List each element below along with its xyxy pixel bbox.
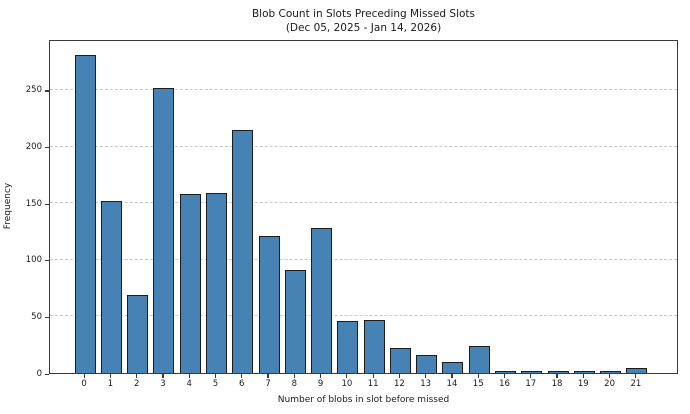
x-tick-label-11: 11 [367, 379, 379, 389]
y-tick-mark-200 [45, 147, 49, 149]
x-tick-label-18: 18 [551, 379, 563, 389]
x-tick-mark-15 [477, 374, 479, 378]
x-tick-mark-12 [398, 374, 400, 378]
plot-area [49, 40, 678, 374]
x-tick-label-13: 13 [420, 379, 432, 389]
bar-5 [206, 192, 227, 373]
bar-13 [416, 354, 438, 373]
x-tick-mark-2 [136, 374, 138, 378]
x-tick-label-17: 17 [525, 379, 537, 389]
x-tick-mark-11 [372, 374, 374, 378]
gridline-100 [50, 258, 677, 260]
y-tick-label-100: 100 [25, 255, 42, 266]
gridline-50 [50, 315, 677, 317]
y-tick-label-0: 0 [36, 368, 42, 379]
y-tick-mark-0 [45, 373, 49, 375]
x-tick-mark-9 [319, 374, 322, 378]
x-tick-label-4: 4 [186, 379, 192, 389]
x-tick-mark-20 [608, 374, 611, 378]
x-tick-mark-19 [582, 374, 584, 378]
x-tick-label-7: 7 [265, 379, 271, 389]
bar-8 [284, 269, 306, 373]
bar-12 [389, 348, 411, 373]
x-tick-mark-4 [188, 374, 190, 378]
x-tick-label-20: 20 [604, 379, 615, 389]
x-tick-label-15: 15 [472, 379, 484, 389]
bar-2 [127, 294, 149, 373]
x-tick-mark-0 [83, 374, 85, 378]
x-tick-label-3: 3 [160, 379, 166, 389]
x-tick-mark-16 [503, 374, 506, 378]
x-tick-label-8: 8 [291, 379, 298, 389]
x-tick-label-5: 5 [212, 379, 219, 389]
x-tick-mark-10 [346, 374, 348, 378]
x-tick-mark-17 [530, 374, 532, 378]
bar-7 [258, 236, 280, 373]
x-tick-mark-18 [556, 374, 558, 378]
gridline-200 [50, 145, 677, 147]
x-tick-label-2: 2 [133, 379, 140, 389]
x-tick-mark-8 [293, 374, 295, 378]
x-tick-mark-6 [241, 374, 243, 378]
bar-11 [363, 319, 385, 373]
bar-20 [600, 370, 622, 373]
x-tick-mark-13 [425, 374, 427, 378]
bar-16 [495, 370, 516, 373]
bar-6 [232, 129, 254, 373]
y-tick-label-200: 200 [25, 142, 42, 153]
y-tick-mark-250 [45, 90, 49, 92]
x-tick-label-21: 21 [630, 379, 642, 389]
x-tick-label-0: 0 [81, 379, 87, 389]
bar-14 [442, 361, 464, 373]
x-tick-label-9: 9 [317, 379, 324, 389]
bar-0 [74, 54, 96, 373]
x-tick-label-12: 12 [393, 379, 405, 389]
bar-17 [521, 370, 543, 373]
x-tick-mark-7 [267, 374, 269, 378]
gridline-250 [50, 88, 677, 90]
x-tick-label-6: 6 [239, 379, 245, 389]
bar-15 [468, 345, 490, 373]
gridline-150 [50, 202, 677, 204]
bar-3 [153, 87, 175, 373]
x-tick-label-10: 10 [341, 379, 353, 389]
y-tick-label-50: 50 [31, 311, 42, 322]
y-tick-label-150: 150 [25, 198, 42, 209]
y-tick-mark-50 [45, 316, 49, 319]
x-tick-mark-1 [109, 374, 111, 378]
bar-4 [179, 194, 201, 373]
x-tick-label-1: 1 [107, 379, 114, 389]
x-tick-label-16: 16 [499, 379, 510, 389]
chart-title: Blob Count in Slots Preceding Missed Slo… [251, 8, 476, 20]
x-tick-mark-21 [635, 374, 637, 378]
bar-18 [547, 370, 569, 373]
y-tick-mark-150 [45, 203, 49, 205]
y-tick-label-250: 250 [25, 85, 42, 96]
bar-1 [100, 200, 122, 373]
x-tick-label-19: 19 [577, 379, 589, 389]
bar-19 [573, 370, 595, 373]
chart-subtitle: (Dec 05, 2025 - Jan 14, 2026) [285, 22, 442, 34]
x-tick-mark-5 [214, 374, 217, 378]
bar-21 [626, 368, 648, 373]
bar-9 [311, 228, 333, 373]
y-tick-mark-100 [45, 260, 49, 262]
x-tick-label-14: 14 [446, 379, 458, 389]
title-block: Blob Count in Slots Preceding Missed Slo… [49, 7, 678, 35]
x-tick-mark-14 [451, 374, 453, 378]
x-axis-label: Number of blobs in slot before missed [277, 395, 450, 405]
x-tick-mark-3 [162, 374, 164, 378]
bar-10 [337, 320, 359, 373]
